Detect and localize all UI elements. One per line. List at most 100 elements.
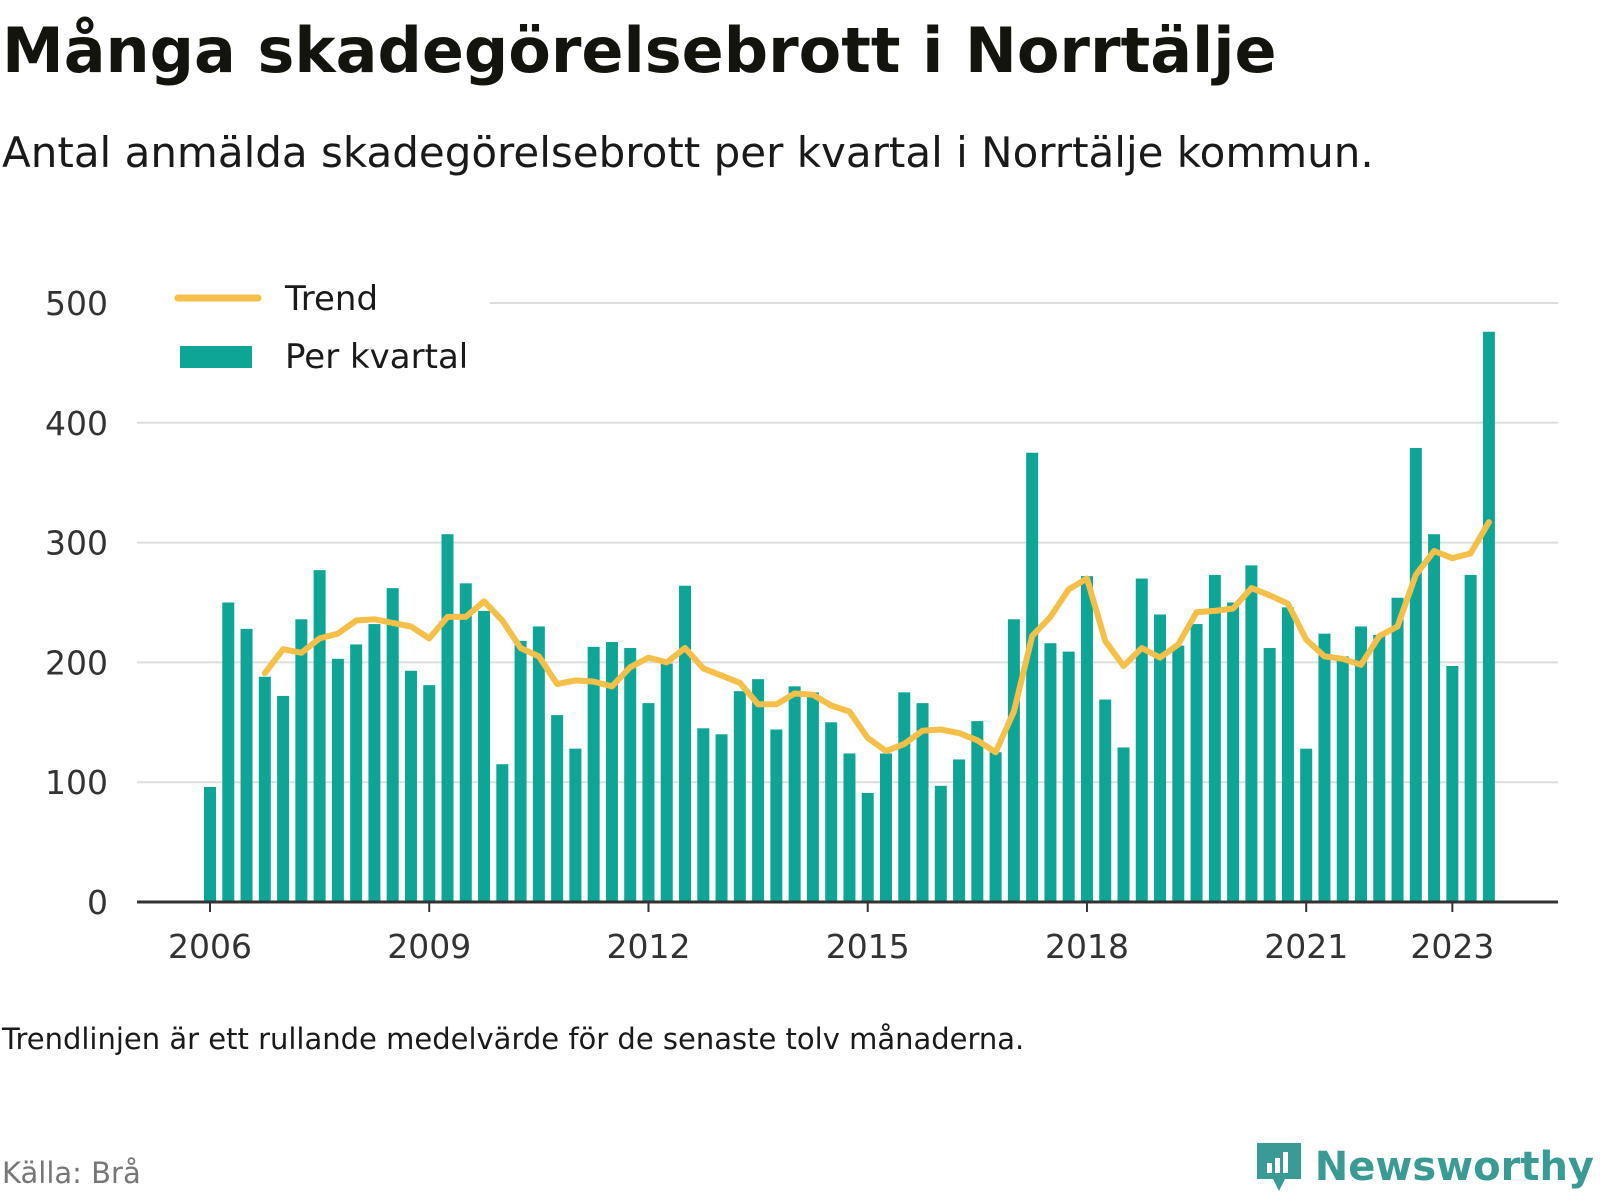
bar xyxy=(679,585,692,902)
bar xyxy=(1190,624,1203,902)
bar xyxy=(1080,576,1093,902)
bar xyxy=(1446,665,1459,902)
bar xyxy=(1135,578,1148,902)
bar xyxy=(386,588,399,902)
bar xyxy=(423,685,436,902)
chart: 0 100 200 300 400 500 2006 2009 2012 2015 2018 2021… xyxy=(45,272,1558,966)
axes: 0 100 200 300 400 500 2006 2009 2012 2015 2018 2021… xyxy=(45,284,1558,966)
bar xyxy=(1336,656,1349,902)
bar xyxy=(989,752,1002,902)
chart-subtitle: Antal anmälda skadegörelsebrott per kvar… xyxy=(2,128,1374,177)
bar xyxy=(971,721,984,902)
bar xyxy=(934,785,947,902)
bar xyxy=(459,583,472,902)
bar xyxy=(1482,331,1495,902)
bar xyxy=(715,734,728,902)
bar xyxy=(1227,602,1240,902)
bar xyxy=(605,642,618,902)
bar xyxy=(478,610,491,902)
bar xyxy=(1154,614,1167,902)
bar xyxy=(514,640,527,902)
bar xyxy=(1208,574,1221,902)
y-tick-label: 500 xyxy=(45,284,108,323)
bar xyxy=(752,679,765,902)
newsworthy-icon xyxy=(1256,1143,1301,1191)
bar xyxy=(496,764,509,902)
bar xyxy=(1281,607,1294,902)
bar xyxy=(1044,643,1057,902)
bar xyxy=(1245,565,1258,902)
bar xyxy=(258,676,271,902)
trend-note: Trendlinjen är ett rullande medelvärde f… xyxy=(2,1022,1025,1056)
bar xyxy=(770,729,783,902)
bar xyxy=(697,728,710,902)
source-label: Källa: Brå xyxy=(2,1156,141,1190)
bar xyxy=(1373,634,1386,902)
bar xyxy=(587,646,600,902)
legend: Trend Per kvartal xyxy=(130,272,490,377)
bar xyxy=(350,644,363,902)
y-tick-label: 300 xyxy=(45,524,108,563)
bar xyxy=(861,792,874,902)
trend-line-layer xyxy=(261,519,1492,756)
bar xyxy=(1026,452,1039,902)
bar xyxy=(1409,447,1422,902)
bar xyxy=(569,748,582,902)
bar xyxy=(879,753,892,902)
bar xyxy=(1263,648,1276,902)
bar xyxy=(1428,534,1441,902)
y-tick-label: 0 xyxy=(87,883,108,922)
bar xyxy=(843,753,856,902)
bar xyxy=(441,534,454,902)
bar xyxy=(642,703,655,902)
y-tick-label: 200 xyxy=(45,643,108,682)
bar xyxy=(624,648,637,902)
legend-trend-label: Trend xyxy=(284,279,378,319)
bar xyxy=(551,715,564,902)
bar xyxy=(660,663,673,902)
legend-bar-swatch xyxy=(180,346,252,368)
bar xyxy=(898,692,911,902)
chart-title: Många skadegörelsebrott i Norrtälje xyxy=(2,14,1277,87)
x-tick-label: 2021 xyxy=(1264,927,1348,966)
bar xyxy=(313,570,326,902)
y-tick-label: 400 xyxy=(45,404,108,443)
bar xyxy=(277,695,290,902)
bar xyxy=(806,692,819,902)
bar xyxy=(295,619,308,902)
bar xyxy=(1300,748,1313,902)
y-tick-label: 100 xyxy=(45,763,108,802)
bar xyxy=(222,602,235,902)
bar xyxy=(1355,626,1368,902)
bar xyxy=(1062,651,1075,902)
brand-name: Newsworthy xyxy=(1314,1144,1594,1190)
bar xyxy=(1007,619,1020,902)
bar xyxy=(788,686,801,902)
bar xyxy=(1391,597,1404,902)
brand-logo[interactable]: Newsworthy xyxy=(1253,1139,1594,1195)
bar xyxy=(733,691,746,902)
bar xyxy=(404,670,417,902)
bar xyxy=(368,624,381,902)
x-tick-label: 2015 xyxy=(826,927,910,966)
bar xyxy=(204,786,216,902)
bar xyxy=(1117,747,1130,902)
bar xyxy=(1172,645,1185,902)
bar xyxy=(1099,699,1112,902)
bars xyxy=(204,331,1495,902)
bar xyxy=(825,722,838,902)
bar xyxy=(331,658,344,902)
bar xyxy=(1318,633,1331,902)
bar xyxy=(532,626,545,902)
x-tick-label: 2023 xyxy=(1410,927,1494,966)
bar xyxy=(953,759,966,902)
trend-line xyxy=(261,519,1492,756)
bar xyxy=(240,628,253,902)
x-tick-label: 2018 xyxy=(1045,927,1129,966)
legend-bar-label: Per kvartal xyxy=(285,337,468,377)
x-tick-label: 2009 xyxy=(387,927,471,966)
bar xyxy=(1464,574,1477,902)
x-tick-label: 2012 xyxy=(606,927,690,966)
bar xyxy=(916,703,929,902)
x-tick-label: 2006 xyxy=(168,927,252,966)
